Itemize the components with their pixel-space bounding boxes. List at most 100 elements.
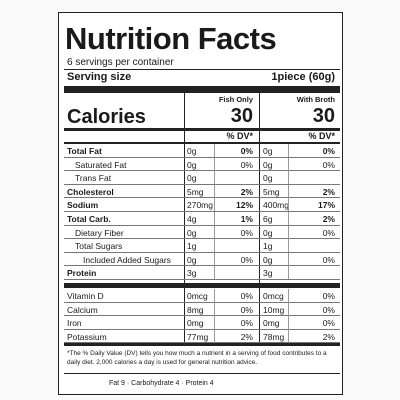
- amount: 0g: [187, 173, 197, 184]
- amount: 0g: [187, 227, 197, 238]
- amount: 0g: [263, 159, 273, 170]
- nutrient-name: Total Fat: [67, 146, 102, 156]
- daily-value: 2%: [240, 186, 253, 197]
- rule: [288, 198, 289, 212]
- rule: [64, 86, 340, 93]
- rule: [214, 225, 215, 239]
- rule: [184, 93, 185, 283]
- rule: [64, 183, 340, 185]
- rule: [64, 251, 340, 253]
- rule: [214, 157, 215, 171]
- nutrient-name: Protein: [67, 268, 97, 279]
- daily-value: 2%: [322, 186, 335, 197]
- rule: [64, 283, 340, 288]
- amount: 10mg: [263, 304, 285, 315]
- amount: 0g: [263, 173, 273, 184]
- rule: [64, 142, 340, 144]
- nutrient-name: Dietary Fiber: [75, 227, 124, 238]
- nutrient-name: Potassium: [67, 331, 107, 342]
- daily-value: 0%: [240, 227, 253, 238]
- rule: [214, 144, 215, 157]
- nutrition-label: Nutrition Facts 6 servings per container S…: [58, 12, 343, 395]
- amount: 77mg: [187, 331, 209, 342]
- calories-per-gram: Fat 9 · Carbohydrate 4 · Protein 4: [109, 380, 214, 387]
- dv-header: % DV*: [308, 131, 335, 141]
- column-header: With Broth: [296, 95, 335, 104]
- rule: [288, 239, 289, 253]
- nutrient-name: Included Added Sugars: [83, 254, 171, 265]
- amount: 0g: [187, 146, 197, 156]
- amount: 0g: [263, 254, 273, 265]
- nutrient-name: Saturated Fat: [75, 159, 127, 170]
- rule: [214, 184, 215, 198]
- rule: [214, 171, 215, 185]
- amount: 1g: [263, 241, 273, 252]
- daily-value: 2%: [240, 331, 253, 342]
- title: Nutrition Facts: [65, 21, 277, 56]
- rule: [64, 170, 340, 172]
- daily-value: 1%: [240, 214, 253, 224]
- nutrient-name: Total Carb.: [67, 214, 111, 224]
- daily-value: 0%: [322, 159, 335, 170]
- rule: [64, 265, 340, 267]
- amount: 5mg: [187, 186, 204, 197]
- nutrient-name: Calcium: [67, 304, 98, 315]
- amount: 270mg: [187, 200, 213, 211]
- dv-header: % DV*: [226, 131, 253, 141]
- nutrient-name: Trans Fat: [75, 173, 112, 184]
- daily-value: 0%: [240, 159, 253, 170]
- rule: [64, 69, 340, 70]
- daily-value: 0%: [240, 318, 253, 329]
- rule: [64, 373, 340, 374]
- servings: 6 servings per container: [67, 57, 174, 68]
- rule: [288, 212, 289, 225]
- rule: [64, 156, 340, 158]
- nutrient-name: Cholesterol: [67, 186, 114, 197]
- rule: [64, 279, 340, 280]
- rule: [214, 212, 215, 225]
- rule: [288, 184, 289, 198]
- rule: [64, 315, 340, 317]
- rule: [64, 301, 340, 303]
- column-calories: 30: [230, 105, 253, 127]
- daily-value: 0%: [322, 227, 335, 238]
- column-calories: 30: [312, 105, 335, 127]
- amount: 8mg: [187, 304, 204, 315]
- rule: [214, 289, 215, 343]
- rule: [288, 144, 289, 157]
- amount: 0mg: [263, 318, 280, 329]
- rule: [214, 198, 215, 212]
- nutrient-name: Iron: [67, 318, 82, 329]
- rule: [64, 342, 340, 344]
- rule: [64, 128, 340, 131]
- rule: [64, 328, 340, 330]
- daily-value: 0%: [322, 304, 335, 315]
- rule: [288, 266, 289, 280]
- daily-value: 0%: [240, 146, 253, 156]
- daily-value: 0%: [240, 291, 253, 301]
- daily-value: 2%: [322, 331, 335, 342]
- daily-value: 12%: [235, 200, 253, 211]
- nutrient-name: Sodium: [67, 200, 99, 211]
- nutrient-name: Vitamin D: [67, 291, 104, 301]
- rule: [214, 266, 215, 280]
- amount: 0mcg: [187, 291, 208, 301]
- amount: 6g: [263, 214, 273, 224]
- amount: 5mg: [263, 186, 280, 197]
- footnote: *The % Daily Value (DV) tells you how mu…: [67, 350, 327, 366]
- daily-value: 0%: [322, 254, 335, 265]
- rule: [64, 197, 340, 199]
- amount: 4g: [187, 214, 197, 224]
- daily-value: 0%: [240, 254, 253, 265]
- amount: 0mg: [187, 318, 204, 329]
- rule: [64, 211, 340, 212]
- amount: 0g: [187, 159, 197, 170]
- daily-value: 17%: [317, 200, 335, 211]
- daily-value: 0%: [322, 318, 335, 329]
- daily-value: 2%: [322, 214, 335, 224]
- amount: 1g: [187, 241, 197, 252]
- daily-value: 0%: [322, 291, 335, 301]
- rule: [288, 157, 289, 171]
- amount: 0g: [263, 227, 273, 238]
